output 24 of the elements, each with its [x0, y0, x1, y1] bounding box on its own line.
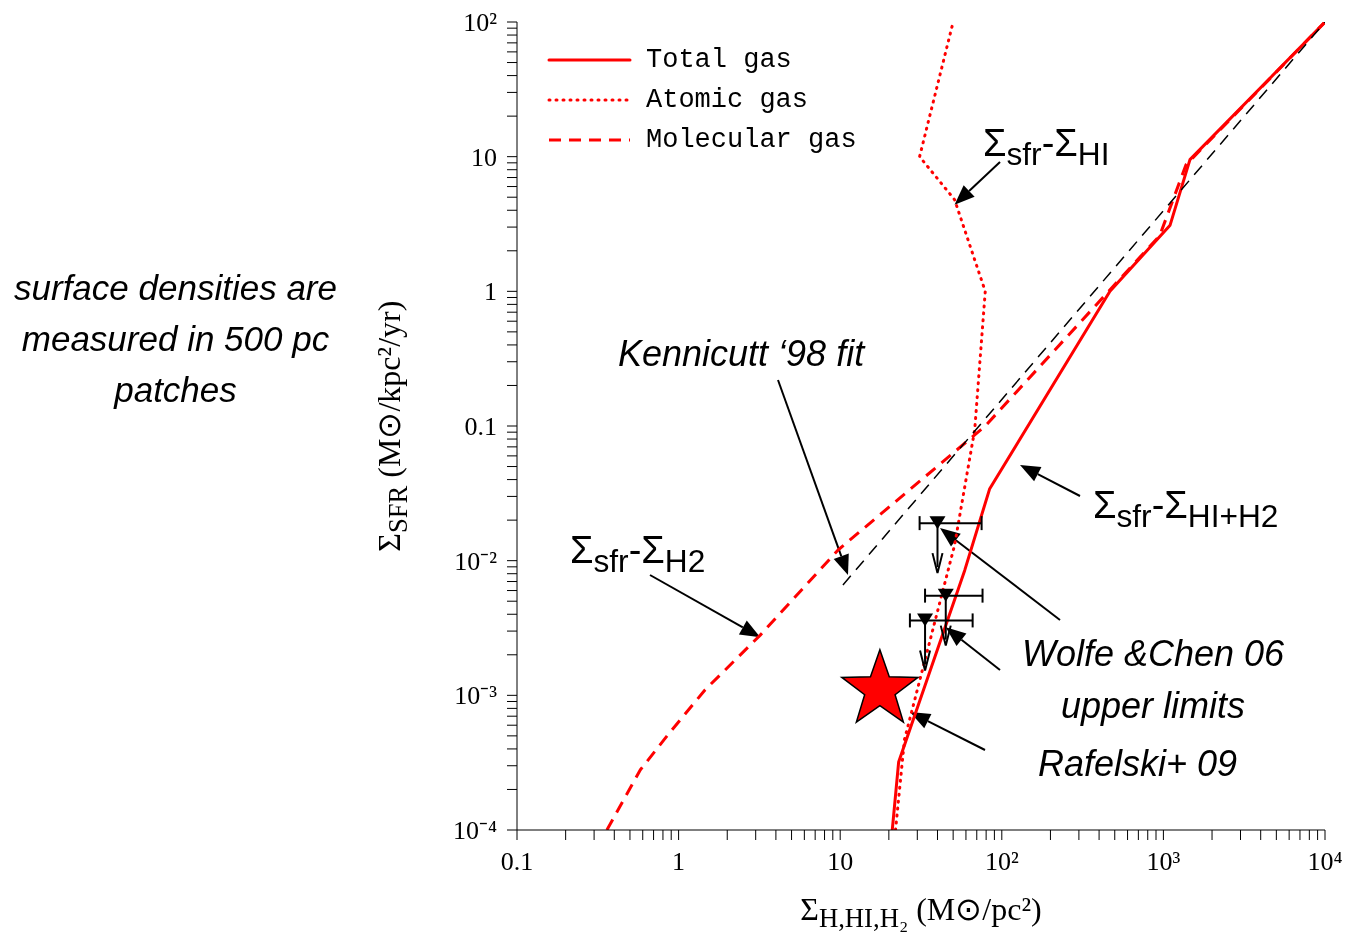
y-tick-label: 10⁻² [454, 546, 498, 576]
annotation: Rafelski+ 09 [1038, 742, 1238, 786]
x-tick-label: 10⁴ [1307, 847, 1343, 876]
y-tick-label: 10⁻⁴ [452, 816, 497, 845]
annotation: Σ$_{sfr}$-Σ$_{HI+H2}$ [1093, 483, 1279, 536]
x-tick-label: 1 [672, 847, 686, 876]
y-tick-label: 10⁻³ [454, 681, 498, 711]
y-tick-label: 10 [471, 142, 497, 172]
legend-label: Atomic gas [646, 85, 809, 115]
annotation: Σ$_{sfr}$-Σ$_{HI}$ [983, 121, 1110, 174]
annotation: Wolfe &Chen 06 upper limits [1020, 632, 1286, 729]
annotation: Kennicutt ‘98 fit [618, 332, 865, 376]
legend-label: Total gas [646, 45, 792, 75]
y-tick-label: 1 [484, 277, 497, 307]
text: surface densities are measured in 500 pc patches [13, 267, 338, 411]
x-tick-label: 10² [984, 847, 1019, 876]
legend-label: Molecular gas [646, 125, 857, 155]
annotation: Σ$_{sfr}$-Σ$_{H2}$ [570, 528, 706, 581]
x-axis-title: Σ$_{H,HI,H₂}$ (M⊙/pc²) [799, 890, 1043, 935]
x-tick-label: 10³ [1146, 847, 1181, 876]
y-tick-label: 0.1 [464, 412, 497, 441]
x-tick-label: 10 [827, 847, 854, 876]
y-tick-label: 10² [463, 8, 498, 37]
x-tick-label: 0.1 [500, 847, 534, 876]
